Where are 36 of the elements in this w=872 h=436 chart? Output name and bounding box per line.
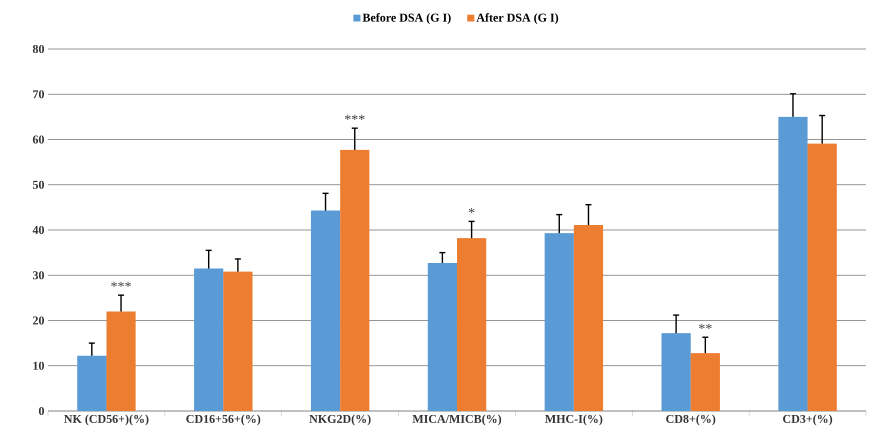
annotation: * — [468, 208, 474, 214]
bar — [808, 144, 837, 411]
bar — [544, 233, 574, 411]
y-tick-label: 10 — [33, 362, 44, 370]
legend-label: Before DSA (G I) — [362, 13, 451, 24]
x-tick-label: MHC-I(%) — [545, 414, 602, 426]
bar — [457, 238, 486, 411]
bar — [310, 210, 340, 411]
bar — [690, 353, 720, 411]
bar — [778, 116, 808, 411]
legend-label: After DSA (G I) — [476, 13, 558, 24]
y-tick-label: 70 — [33, 90, 44, 98]
bar — [428, 263, 458, 411]
annotation: ** — [699, 324, 712, 330]
x-tick-label: MICA/MICB(%) — [412, 414, 502, 426]
y-tick-label: 40 — [32, 226, 44, 234]
bar — [574, 225, 604, 411]
bar — [106, 311, 136, 411]
bar — [194, 268, 224, 411]
bar — [223, 272, 253, 411]
x-tick-label: CD3+(%) — [783, 414, 832, 426]
x-tick-label: CD16+56+(%) — [186, 414, 260, 426]
y-tick-label: 80 — [32, 44, 44, 54]
y-tick-label: 60 — [32, 135, 44, 144]
annotation: *** — [344, 114, 365, 120]
x-tick-label: NKG2D(%) — [309, 414, 371, 426]
y-tick-label: 30 — [32, 271, 44, 280]
x-tick-label: CD8+(%) — [666, 414, 716, 426]
bar — [662, 333, 691, 411]
annotation: *** — [111, 282, 131, 287]
x-tick-label: NK (CD56+)(%) — [64, 414, 148, 426]
y-tick-label: 50 — [32, 180, 44, 189]
y-tick-label: 20 — [32, 316, 44, 325]
bar — [77, 356, 106, 411]
y-tick-label: 0 — [38, 406, 44, 416]
bar — [340, 150, 370, 411]
